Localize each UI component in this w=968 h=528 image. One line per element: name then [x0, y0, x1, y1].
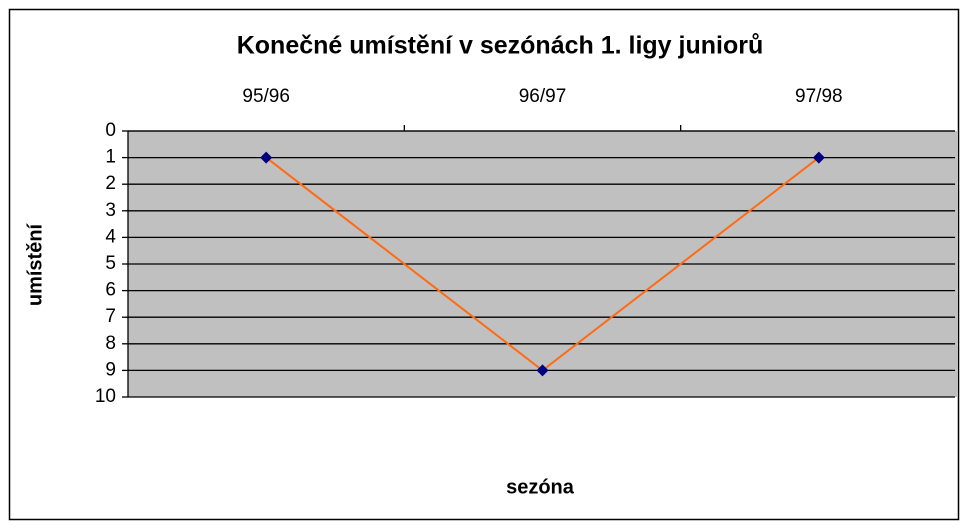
x-axis-title: sezóna	[506, 476, 575, 498]
y-tick-label: 4	[105, 226, 116, 247]
x-tick-label: 97/98	[795, 86, 843, 107]
marker	[260, 151, 273, 164]
y-tick-label: 9	[105, 359, 116, 380]
y-tick-label: 8	[105, 333, 116, 354]
y-tick-label: 3	[105, 200, 116, 221]
y-tick-label: 2	[105, 173, 116, 194]
chart-title: Konečné umístění v sezónách 1. ligy juni…	[237, 32, 764, 60]
x-tick-label: 96/97	[519, 86, 567, 107]
y-tick-label: 5	[105, 253, 116, 274]
x-tick-label: 95/96	[242, 86, 290, 107]
y-tick-label: 1	[105, 147, 116, 168]
y-axis-title: umístění	[24, 222, 46, 306]
y-tick-label: 10	[95, 386, 116, 407]
marker	[536, 364, 549, 377]
y-tick-label: 7	[105, 306, 116, 327]
y-tick-label: 0	[105, 120, 116, 141]
y-tick-label: 6	[105, 280, 116, 301]
marker	[812, 151, 825, 164]
